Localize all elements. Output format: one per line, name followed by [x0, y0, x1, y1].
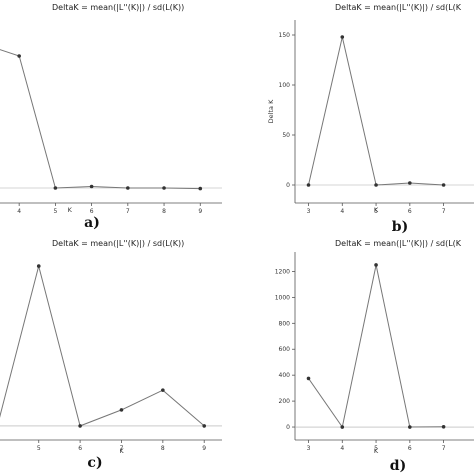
chart-title: DeltaK = mean(|L''(K)|) / sd(L(K	[335, 239, 462, 248]
data-point	[119, 408, 124, 412]
y-tick-label: 150	[279, 32, 291, 39]
x-tick-label: 5	[53, 208, 57, 215]
x-tick-label: 3	[307, 208, 311, 215]
x-tick-label: 4	[340, 208, 344, 215]
x-tick-label: 6	[408, 208, 412, 215]
data-point	[306, 183, 311, 187]
x-tick-label: 9	[202, 445, 206, 452]
x-tick-label: 4	[340, 445, 344, 452]
series-line	[0, 49, 201, 190]
series-line	[308, 36, 444, 186]
y-tick-label: 100	[279, 82, 291, 89]
data-point	[340, 425, 345, 429]
x-tick-label: 6	[90, 208, 94, 215]
data-point	[408, 425, 412, 429]
data-point	[17, 54, 21, 58]
y-tick-label: 800	[279, 320, 291, 327]
data-point	[441, 183, 446, 187]
y-tick-label: 200	[279, 398, 291, 405]
y-tick-label: 0	[286, 424, 290, 431]
data-point	[306, 376, 311, 381]
data-point	[78, 424, 82, 428]
data-point	[441, 424, 446, 429]
panel-2: DeltaK = mean(|L''(K)|) / sd(L(K 3 4 5 6 7 0 50…	[267, 3, 474, 235]
y-tick-label: 50	[282, 132, 290, 139]
data-point	[198, 186, 203, 191]
x-tick-label: 7	[120, 445, 124, 452]
x-tick-label: 9	[198, 208, 202, 215]
panel-4: DeltaK = mean(|L''(K)|) / sd(L(K 3 4 5 6 7 0 20…	[275, 239, 474, 474]
y-tick-label: 1000	[275, 294, 290, 301]
panel-label: b)	[392, 219, 408, 235]
panel-3: DeltaK = mean(|L''(K)|) / sd(L(K)) 5 6 7 8 9 K…	[0, 239, 222, 471]
y-axis-label: Delta K	[267, 99, 275, 123]
data-point	[202, 424, 207, 428]
x-tick-label: 6	[78, 445, 82, 452]
x-tick-label: 8	[161, 445, 165, 452]
x-tick-label: 5	[374, 208, 378, 215]
data-point	[408, 181, 412, 185]
data-point	[374, 263, 378, 267]
x-tick-label: 4	[17, 208, 21, 215]
x-tick-label: 5	[37, 445, 41, 452]
x-tick-label: 6	[408, 445, 412, 452]
x-tick-label: 7	[126, 208, 130, 215]
data-point	[161, 388, 165, 392]
y-tick-label: 0	[286, 182, 290, 189]
x-tick-label: 3	[307, 445, 311, 452]
x-axis-label: K	[68, 206, 73, 214]
data-point	[89, 184, 94, 189]
data-point	[340, 35, 345, 39]
panel-label: d)	[390, 458, 406, 474]
data-point	[126, 186, 130, 190]
panel-1: DeltaK = mean(|L''(K)|) / sd(L(K)) 4 5 6 7 8 9…	[0, 3, 222, 231]
x-tick-label: 5	[374, 445, 378, 452]
x-tick-label: 8	[162, 208, 166, 215]
chart-title: DeltaK = mean(|L''(K)|) / sd(L(K	[335, 3, 462, 12]
panel-label: a)	[84, 215, 100, 231]
data-point	[53, 186, 58, 190]
x-axis-label: K	[119, 447, 124, 455]
x-axis-label: K	[374, 206, 379, 214]
x-tick-label: 7	[442, 445, 446, 452]
data-point	[36, 264, 41, 268]
y-tick-label: 400	[279, 372, 291, 379]
chart-title: DeltaK = mean(|L''(K)|) / sd(L(K))	[52, 3, 184, 12]
y-tick-label: 600	[279, 346, 291, 353]
series-line	[308, 264, 444, 429]
chart-title: DeltaK = mean(|L''(K)|) / sd(L(K))	[52, 239, 184, 248]
x-tick-label: 7	[442, 208, 446, 215]
series-line	[0, 264, 205, 427]
data-point	[162, 186, 166, 190]
data-point	[374, 183, 378, 187]
panel-label: c)	[87, 455, 102, 471]
y-tick-label: 1200	[275, 268, 290, 275]
x-axis-label: K	[374, 447, 379, 455]
